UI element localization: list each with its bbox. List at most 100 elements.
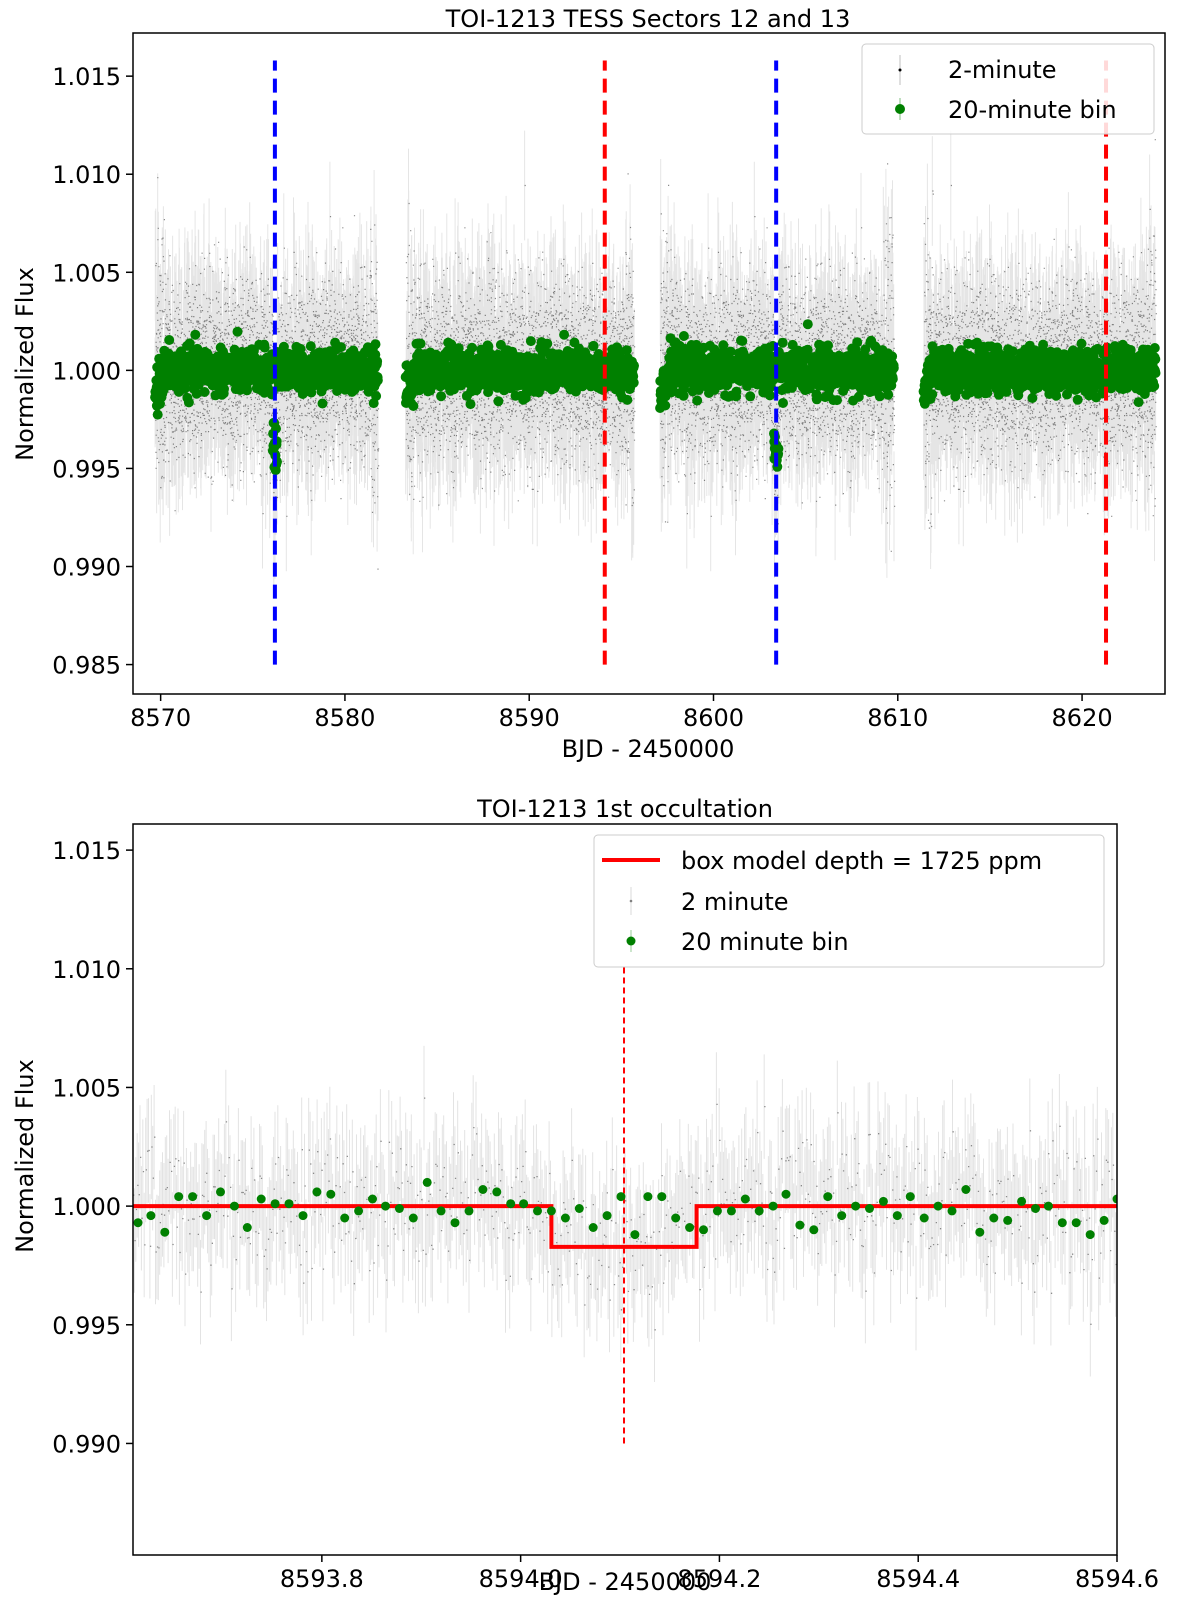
20min-bin-point: [1150, 368, 1161, 378]
20-minute-bin-point: [519, 1199, 529, 1209]
20min-bin-point: [408, 401, 419, 411]
20-minute-bin-point: [340, 1213, 350, 1223]
20min-bin-point: [883, 389, 894, 400]
20-minute-bin-point: [560, 1213, 570, 1223]
20min-bin-point: [678, 331, 689, 341]
20min-bin-point: [982, 387, 993, 398]
y-tick-label: 0.990: [52, 554, 121, 582]
20-minute-bin-point: [1085, 1230, 1095, 1240]
20-minute-bin-point: [242, 1223, 252, 1232]
occultation-chart-x-label: BJD - 2450000: [539, 1568, 712, 1596]
20min-bin-point: [1076, 338, 1087, 349]
sectors-chart-x-label: BJD - 2450000: [562, 735, 735, 763]
20-minute-bin-point: [1071, 1218, 1081, 1228]
20-minute-bin-point: [133, 1218, 143, 1228]
20-minute-bin-point: [533, 1206, 542, 1216]
20min-bin-point: [183, 397, 194, 408]
y-tick-label: 1.015: [52, 63, 121, 91]
occultation-chart-y-label: Normalized Flux: [11, 1059, 39, 1253]
x-tick-label: 8580: [314, 704, 375, 732]
20-minute-bin-point: [160, 1227, 170, 1237]
20-minute-bin-point: [1112, 1194, 1117, 1204]
20min-bin-point: [887, 374, 898, 384]
x-tick-label: 8594.4: [876, 1565, 960, 1593]
20-minute-bin-point: [422, 1177, 432, 1187]
20-minute-bin-point: [188, 1192, 198, 1202]
20-minute-bin-point: [837, 1211, 847, 1221]
20-minute-bin-point: [823, 1192, 833, 1202]
20min-bin-point: [832, 395, 842, 406]
20-minute-bin-point: [408, 1213, 418, 1223]
20-minute-bin-point: [657, 1192, 667, 1202]
20-minute-bin-point: [146, 1211, 156, 1221]
20min-bin-point: [660, 400, 671, 411]
20min-bin-point: [778, 398, 788, 408]
y-tick-label: 1.000: [52, 1193, 121, 1221]
20-minute-bin-point: [933, 1201, 943, 1211]
20min-bin-point: [570, 386, 581, 397]
x-tick-label: 8594.0: [479, 1565, 563, 1593]
y-tick-label: 0.995: [52, 1312, 121, 1340]
x-tick-label: 8590: [499, 704, 560, 732]
y-tick-label: 1.015: [52, 837, 121, 865]
y-tick-label: 1.010: [52, 161, 121, 189]
20-minute-bin-point: [851, 1201, 861, 1211]
y-tick-label: 1.010: [52, 956, 121, 984]
legend-20-minute-marker: [626, 936, 636, 946]
20min-bin-point: [888, 362, 899, 373]
20min-bin-point: [629, 360, 639, 371]
20min-bin-point: [737, 336, 748, 346]
20-minute-bin-point: [961, 1185, 971, 1194]
occultation-chart-x-ticks: 8593.8 8594.0 8594.2 8594.4 8594.6: [280, 1555, 1159, 1593]
x-tick-label: 8610: [867, 704, 928, 732]
20-minute-bin-point: [506, 1199, 516, 1209]
x-tick-label: 8594.2: [677, 1565, 761, 1593]
20min-bin-point: [232, 326, 243, 337]
occultation-chart-title: TOI-1213 1st occultation: [476, 795, 773, 823]
20min-bin-point: [823, 340, 833, 351]
20-minute-bin-point: [726, 1206, 736, 1216]
20-minute-bin-point: [368, 1194, 377, 1204]
20-minute-bin-point: [685, 1223, 695, 1232]
x-tick-label: 8594.6: [1075, 1565, 1159, 1593]
20-minute-bin-point: [768, 1201, 778, 1211]
20-minute-bin-point: [905, 1192, 915, 1202]
20min-bin-point: [1001, 386, 1012, 397]
20min-bin-point: [802, 319, 813, 330]
20min-bin-point: [493, 396, 504, 407]
20min-bin-point: [453, 343, 464, 354]
20min-bin-point: [184, 338, 195, 349]
20min-bin-point: [731, 386, 742, 397]
occultation-chart-box-model: [133, 1204, 1117, 1249]
legend-2min-label: 2-minute: [948, 56, 1057, 84]
20min-bin-point: [758, 382, 769, 393]
legend-20-minute-label: 20 minute bin: [681, 928, 849, 956]
20-minute-bin-point: [174, 1192, 184, 1202]
20-minute-bin-point: [602, 1211, 612, 1221]
20-minute-bin-point: [298, 1211, 308, 1221]
20min-bin-point: [164, 335, 175, 345]
20-minute-bin-point: [643, 1192, 653, 1202]
sectors-chart-axes-frame: [132, 32, 1166, 695]
20min-bin-point: [927, 389, 938, 400]
20-minute-bin-point: [1057, 1218, 1067, 1228]
occultation-chart-20min-bin-points: [133, 1177, 1117, 1240]
20min-bin-point: [1051, 390, 1062, 401]
20-minute-bin-point: [312, 1187, 322, 1197]
20-minute-bin-point: [381, 1201, 390, 1211]
20min-bin-point: [305, 341, 316, 352]
legend-2min-dot: [898, 68, 902, 72]
20-minute-bin-point: [1017, 1196, 1027, 1206]
20min-bin-point: [559, 329, 570, 340]
occultation-chart-y-ticks: 0.990 0.995 1.000 1.005 1.010 1.015: [52, 837, 133, 1458]
20min-bin-point: [317, 398, 328, 409]
sectors-chart-legend-box: [861, 43, 1155, 135]
20min-bin-point: [1072, 394, 1083, 405]
y-tick-label: 1.000: [52, 357, 121, 385]
x-tick-label: 8620: [1052, 704, 1113, 732]
20min-bin-point: [1027, 393, 1038, 403]
20-minute-bin-point: [464, 1206, 474, 1216]
20-minute-bin-point: [1031, 1204, 1040, 1213]
20-minute-bin-point: [450, 1218, 460, 1228]
20-minute-bin-point: [878, 1196, 888, 1206]
